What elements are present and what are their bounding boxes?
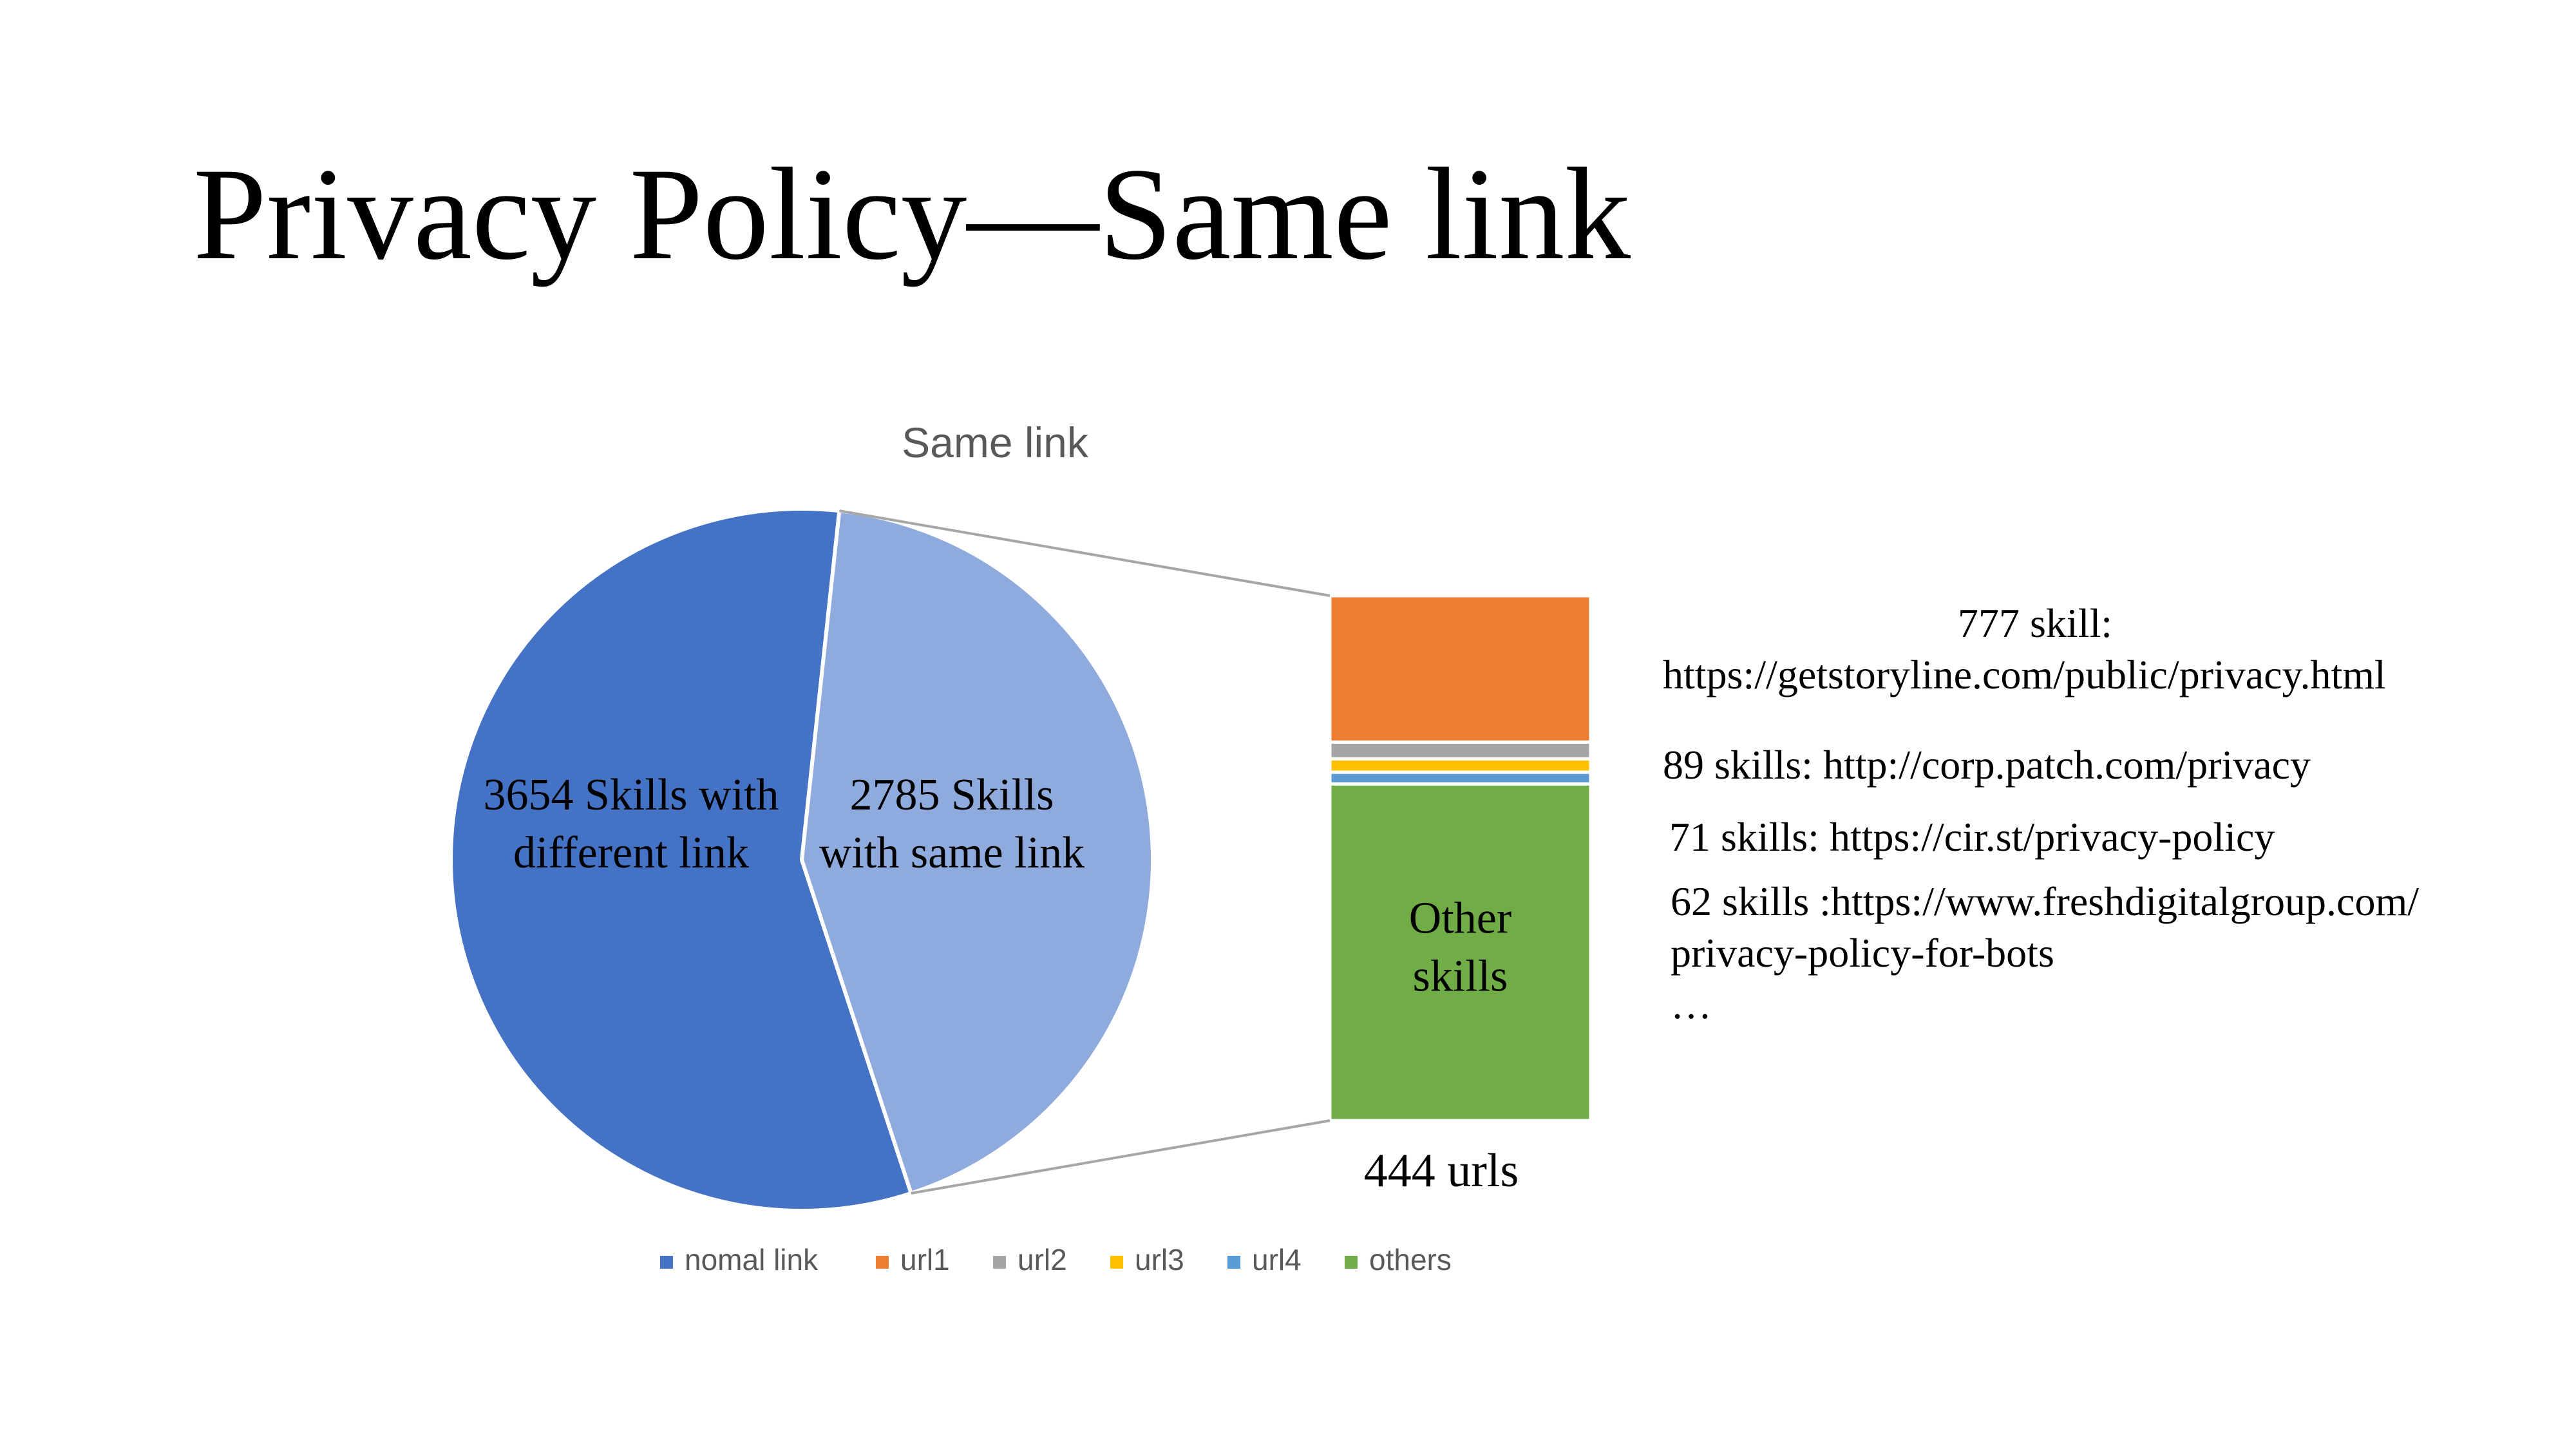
legend-swatch-nomal link <box>660 1256 673 1269</box>
note-ellipsis: … <box>1671 981 1712 1027</box>
connector-line-bottom <box>911 1119 1331 1195</box>
bar-label-others: Other <box>1409 894 1511 943</box>
note-url3: 71 skills: https://cir.st/privacy-policy <box>1669 814 2275 860</box>
bar-segment-url4 <box>1328 770 1593 786</box>
bar-segment-others <box>1328 782 1593 1122</box>
legend-swatch-url1 <box>876 1256 889 1269</box>
legend-swatch-url4 <box>1227 1256 1240 1269</box>
legend-swatch-url2 <box>993 1256 1006 1269</box>
legend-label-nomal link: nomal link <box>685 1243 819 1276</box>
bar-segment-url2 <box>1328 740 1593 761</box>
legend-label-others: others <box>1369 1243 1452 1276</box>
note-url1-count: 777 skill: <box>1958 600 2113 646</box>
note-url1-link: https://getstoryline.com/public/privacy.… <box>1663 652 2386 697</box>
pie-label-different-link: different link <box>513 828 749 878</box>
legend-label-url1: url1 <box>900 1243 950 1276</box>
slide-title: Privacy Policy—Same link <box>193 141 1631 287</box>
pie-label-same-link: with same link <box>819 828 1084 878</box>
pie-label-same-link: 2785 Skills <box>849 770 1054 820</box>
chart-title: Same link <box>902 419 1089 466</box>
legend-swatch-others <box>1345 1256 1358 1269</box>
legend-swatch-url3 <box>1110 1256 1123 1269</box>
pie-label-different-link: 3654 Skills with <box>484 770 779 820</box>
bar-segment-url3 <box>1328 757 1593 774</box>
note-url4-line1: 62 skills :https://www.freshdigitalgroup… <box>1671 878 2419 924</box>
legend-label-url4: url4 <box>1252 1243 1302 1276</box>
bar-label-others: skills <box>1413 952 1508 1001</box>
legend-label-url2: url2 <box>1018 1243 1067 1276</box>
connector-line-top <box>839 509 1331 597</box>
pie-slice-different-link <box>448 507 914 1213</box>
bar-bottom-label: 444 urls <box>1364 1144 1519 1197</box>
pie-slice-same-link <box>799 508 1155 1196</box>
bar-segment-url1 <box>1328 594 1593 744</box>
legend-label-url3: url3 <box>1135 1243 1184 1276</box>
note-url4-line2: privacy-policy-for-bots <box>1671 930 2054 976</box>
note-url2: 89 skills: http://corp.patch.com/privacy <box>1663 742 2311 788</box>
